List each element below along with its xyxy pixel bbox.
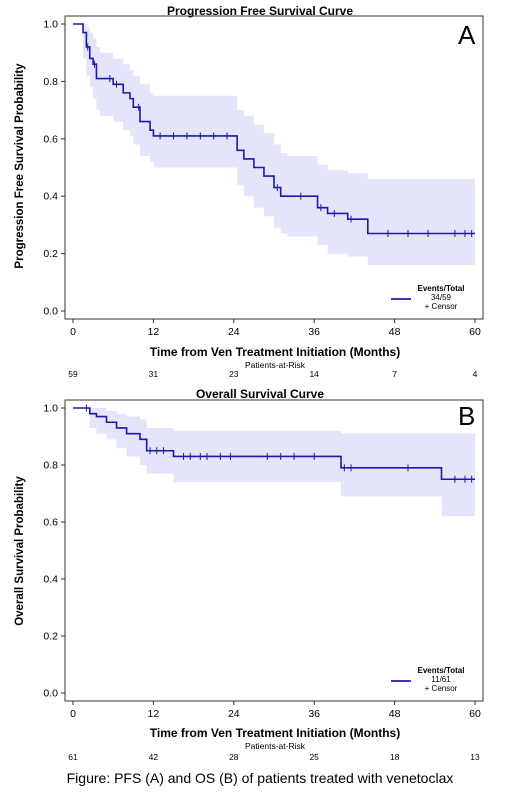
chart-b-ytick-label: 0.2 [43, 631, 58, 643]
chart-b-risk-value: 13 [470, 752, 480, 762]
chart-b-xtick-label: 24 [228, 708, 240, 720]
chart-b-ytick-label: 1.0 [43, 403, 58, 415]
chart-a-xtick-label: 0 [70, 326, 76, 338]
chart-b-survival-line [73, 407, 475, 481]
chart-a-risk-value: 59 [68, 369, 78, 379]
chart-b-legend-header: Events/Total [418, 666, 465, 675]
chart-b-xtick-label: 60 [469, 708, 481, 720]
chart-b-plot-frame [64, 399, 484, 702]
chart-a-ytick-label: 0.2 [43, 248, 58, 260]
chart-b-ytick-label: 0.6 [43, 517, 58, 529]
chart-a-ytick-label: 0.0 [43, 306, 58, 318]
chart-a-panel-letter: A [458, 20, 476, 50]
chart-a-risk-value: 4 [472, 369, 478, 379]
chart-a-legend-value: 34/59 [431, 293, 452, 302]
chart-b-xlabel: Time from Ven Treatment Initiation (Mont… [149, 726, 401, 740]
chart-b-ci-band [73, 408, 475, 517]
chart-b-plot: 0.0 0.2 0.4 0.6 0.8 1.0 0 12 24 36 48 60 Events/Tota… [43, 399, 484, 720]
chart-b-xtick-label: 48 [389, 708, 401, 720]
chart-b-panel-letter: B [458, 401, 476, 431]
chart-b-risk-value: 18 [389, 752, 400, 762]
chart-a-legend-header: Events/Total [418, 284, 465, 293]
chart-b-ytick-label: 0.4 [43, 574, 58, 586]
chart-a-ytick-label: 0.6 [43, 133, 58, 145]
chart-b-ytick-label: 0.8 [43, 460, 58, 472]
chart-a-ytick-label: 1.0 [43, 19, 58, 31]
chart-b-xtick-label: 36 [308, 708, 320, 720]
chart-b-risk-value: 28 [229, 752, 239, 762]
chart-b-risk-value: 61 [68, 752, 78, 762]
chart-b-risk-title: Patients-at-Risk [245, 741, 305, 751]
chart-a-risk-value: 23 [229, 369, 239, 379]
chart-b-risk-value: 42 [148, 752, 159, 762]
chart-a-risk-value: 31 [148, 369, 159, 379]
chart-a-plot: 0.0 0.2 0.4 0.6 0.8 1.0 0 12 24 36 48 60 Events/Tota… [43, 15, 484, 338]
chart-a-survival-line [73, 23, 475, 235]
chart-a-title: Progression Free Survival Curve [166, 4, 354, 18]
chart-b-risk-value: 25 [309, 752, 319, 762]
chart-a-xtick-label: 36 [308, 326, 320, 338]
chart-a-plot-frame [64, 15, 484, 320]
chart-b-legend-censor: + Censor [425, 684, 458, 693]
chart-a-legend-censor: + Censor [425, 302, 458, 311]
chart-a-risk-title: Patients-at-Risk [245, 360, 305, 370]
chart-a-xtick-label: 24 [228, 326, 240, 338]
chart-a-risk-value: 7 [392, 369, 397, 379]
chart-a-xtick-label: 12 [148, 326, 160, 338]
chart-a-xtick-label: 60 [469, 326, 481, 338]
chart-a-ytick-label: 0.8 [43, 76, 58, 88]
chart-b-xtick-label: 12 [148, 708, 160, 720]
chart-a-xlabel: Time from Ven Treatment Initiation (Mont… [149, 345, 401, 359]
chart-b-legend-value: 11/61 [431, 675, 451, 684]
chart-b-ytick-label: 0.0 [43, 688, 58, 700]
chart-a-ci-band [73, 24, 475, 266]
figure-caption: Figure: PFS (A) and OS (B) of patients t… [66, 770, 454, 786]
chart-a-ytick-label: 0.4 [43, 191, 58, 203]
chart-a-xtick-label: 48 [389, 326, 401, 338]
chart-a-risk-value: 14 [309, 369, 319, 379]
chart-b-xtick-label: 0 [70, 708, 76, 720]
chart-b-title: Overall Survival Curve [195, 387, 325, 401]
